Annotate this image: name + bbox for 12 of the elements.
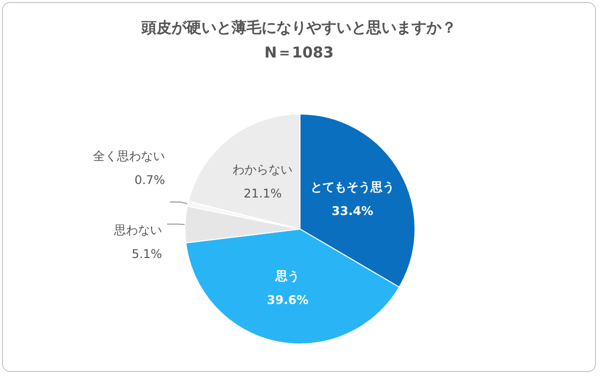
data-label: 0.7% [134, 172, 166, 187]
slice-label: わからない [232, 162, 293, 176]
data-label: 5.1% [132, 247, 162, 262]
slice-label: 思う [274, 269, 300, 284]
chart-title: 頭皮が硬いと薄毛になりやすいと思いますか？ [140, 18, 456, 36]
slice-label: 思わない [113, 223, 162, 238]
data-label: 39.6% [266, 293, 309, 308]
slice-label: とてもそう思う [310, 180, 394, 194]
data-label: 33.4% [332, 204, 374, 218]
slice-label: 全く思わない [93, 148, 166, 163]
data-label: 21.1% [244, 186, 282, 200]
chart-subtitle: N＝1083 [264, 44, 334, 62]
